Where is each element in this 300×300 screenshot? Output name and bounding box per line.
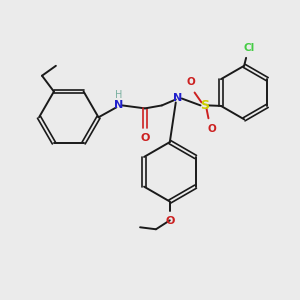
Text: S: S: [200, 99, 209, 112]
Text: N: N: [173, 94, 182, 103]
Text: O: O: [186, 76, 195, 87]
Text: H: H: [115, 91, 122, 100]
Text: O: O: [140, 133, 150, 143]
Text: O: O: [207, 124, 216, 134]
Text: Cl: Cl: [243, 43, 255, 53]
Text: O: O: [165, 216, 175, 226]
Text: N: N: [114, 100, 123, 110]
